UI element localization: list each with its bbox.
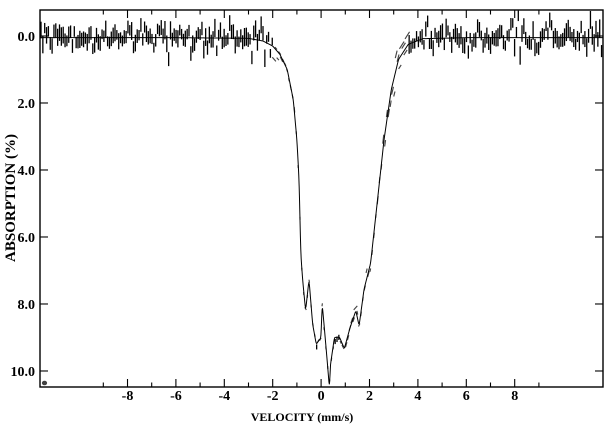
- svg-text:-4: -4: [218, 389, 230, 404]
- svg-text:2.0: 2.0: [18, 97, 36, 112]
- svg-text:2: 2: [366, 389, 373, 404]
- svg-text:6: 6: [463, 389, 470, 404]
- svg-text:0.0: 0.0: [18, 30, 36, 45]
- svg-text:4: 4: [414, 389, 421, 404]
- svg-text:-8: -8: [122, 389, 134, 404]
- svg-text:6.0: 6.0: [18, 231, 36, 246]
- svg-text:-6: -6: [170, 389, 182, 404]
- svg-text:8: 8: [511, 389, 518, 404]
- svg-text:4.0: 4.0: [18, 164, 36, 179]
- svg-text:10.0: 10.0: [11, 365, 36, 380]
- svg-text:-2: -2: [267, 389, 279, 404]
- svg-text:8.0: 8.0: [18, 298, 36, 313]
- svg-text:ABSORPTION (%): ABSORPTION (%): [3, 134, 19, 262]
- svg-text:0: 0: [318, 389, 325, 404]
